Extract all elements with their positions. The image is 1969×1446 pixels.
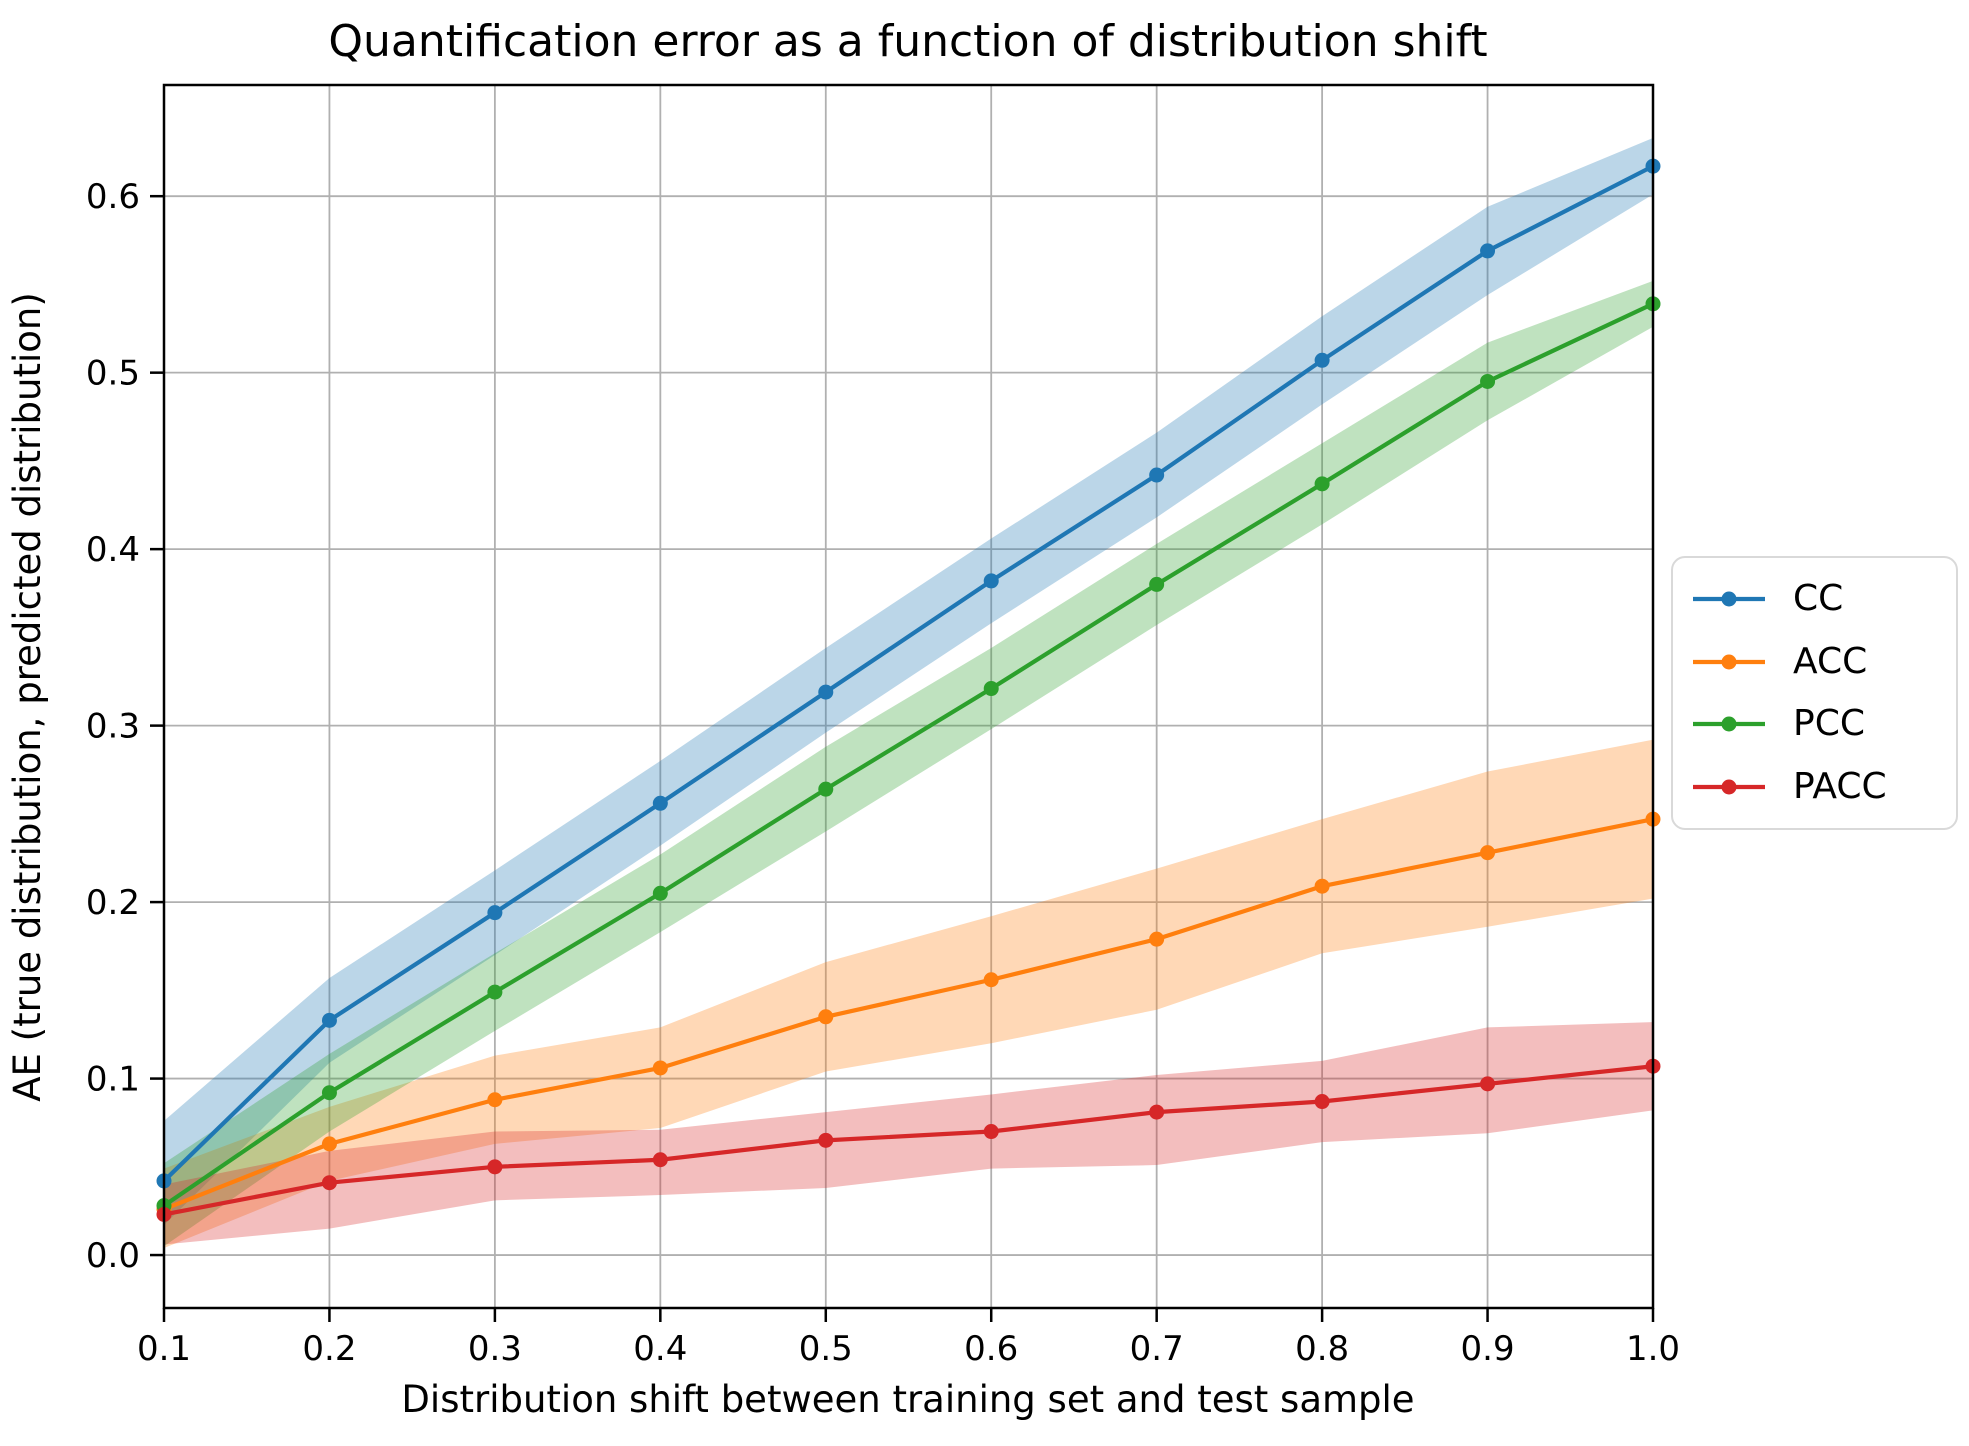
chart-title: Quantification error as a function of di… <box>328 16 1487 67</box>
data-point-cc <box>1149 467 1165 483</box>
confidence-band-pcc <box>164 280 1653 1247</box>
legend-sample-marker <box>1721 591 1737 607</box>
y-tick-label: 0.1 <box>86 1060 140 1100</box>
plot-border <box>162 83 1655 1310</box>
legend-line-sample <box>1693 591 1765 607</box>
series-line-pacc <box>163 1064 1654 1217</box>
data-point-pcc <box>652 885 668 901</box>
x-tick-label: 0.4 <box>633 1329 687 1369</box>
y-tick-label: 0.6 <box>86 177 140 217</box>
data-point-pcc <box>487 984 503 1000</box>
y-tick-label: 0.0 <box>86 1236 140 1276</box>
data-point-acc <box>1480 845 1496 861</box>
data-point-acc <box>487 1092 503 1108</box>
data-point-acc <box>1149 931 1165 947</box>
legend-sample-marker <box>1721 716 1737 732</box>
data-point-pacc <box>652 1152 668 1168</box>
data-point-acc <box>818 1009 834 1025</box>
legend-item-acc: ACC <box>1691 640 1938 682</box>
data-point-pacc <box>1149 1104 1165 1120</box>
data-point-cc <box>487 905 503 921</box>
x-tick-label: 1.0 <box>1626 1329 1680 1369</box>
series-line-cc <box>162 164 1654 1183</box>
data-point-pcc <box>321 1085 337 1101</box>
data-point-pacc <box>818 1132 834 1148</box>
confidence-band-cc <box>164 137 1653 1226</box>
series-line-acc <box>163 817 1654 1212</box>
data-point-pacc <box>983 1124 999 1140</box>
legend-line-sample <box>1693 716 1765 732</box>
series-line-pcc <box>162 301 1654 1208</box>
legend-label: ACC <box>1793 640 1868 682</box>
y-axis-label: AE (true distribution, predicted distrib… <box>6 292 49 1102</box>
data-point-cc <box>652 795 668 811</box>
data-point-acc <box>321 1136 337 1152</box>
data-point-cc <box>1480 243 1496 259</box>
data-point-pacc <box>321 1175 337 1191</box>
data-point-pacc <box>1480 1076 1496 1092</box>
legend-label: PCC <box>1793 703 1865 745</box>
confidence-band-acc <box>164 739 1653 1248</box>
data-point-cc <box>1314 352 1330 368</box>
legend-line-sample <box>1693 779 1765 795</box>
data-point-pcc <box>818 781 834 797</box>
data-point-pcc <box>1480 373 1496 389</box>
data-point-acc <box>652 1060 668 1076</box>
x-tick-label: 0.9 <box>1461 1329 1515 1369</box>
x-tick-label: 0.8 <box>1295 1329 1349 1369</box>
data-point-pacc <box>1314 1094 1330 1110</box>
x-tick-label: 0.5 <box>799 1329 853 1369</box>
legend-item-pcc: PCC <box>1691 706 1938 742</box>
x-axis-label: Distribution shift between training set … <box>401 1378 1414 1421</box>
y-tick-label: 0.4 <box>86 530 140 570</box>
legend-line-sample <box>1693 654 1765 670</box>
data-point-cc <box>321 1012 337 1028</box>
y-tick-label: 0.2 <box>86 883 140 923</box>
x-tick-label: 0.3 <box>468 1329 522 1369</box>
y-tick-label: 0.3 <box>86 707 140 747</box>
data-point-pcc <box>983 681 999 697</box>
legend-item-cc: CC <box>1691 581 1938 617</box>
x-tick-label: 0.2 <box>302 1329 356 1369</box>
data-point-acc <box>983 972 999 988</box>
data-point-pcc <box>1149 576 1165 592</box>
x-tick-label: 0.7 <box>1130 1329 1184 1369</box>
legend-label: PACC <box>1793 765 1887 807</box>
x-tick-label: 0.1 <box>137 1329 191 1369</box>
legend-label: CC <box>1793 578 1844 620</box>
confidence-band-pacc <box>164 1022 1653 1245</box>
legend-sample-marker <box>1721 779 1737 795</box>
data-point-pcc <box>1314 476 1330 492</box>
legend-item-pacc: PACC <box>1691 765 1938 807</box>
legend: CC ACC PCC PACC <box>1671 556 1958 830</box>
data-point-cc <box>983 573 999 589</box>
data-point-cc <box>818 684 834 700</box>
y-tick-label: 0.5 <box>86 354 140 394</box>
data-point-acc <box>1314 878 1330 894</box>
data-point-pacc <box>487 1159 503 1175</box>
plot-area: 0.1 0.2 0.3 0.4 0.5 0.6 0.7 0.8 0.9 1.0 0.0 0.1 0.2 0… <box>86 83 1680 1369</box>
legend-sample-marker <box>1721 654 1737 670</box>
x-tick-label: 0.6 <box>964 1329 1018 1369</box>
